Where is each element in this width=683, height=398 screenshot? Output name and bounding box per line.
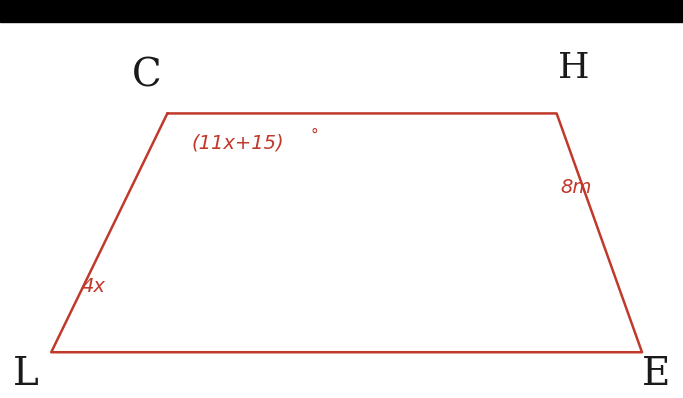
- Text: (11x+15): (11x+15): [191, 134, 284, 153]
- Text: 8m: 8m: [560, 178, 591, 197]
- Text: °: °: [311, 128, 318, 143]
- Text: C: C: [132, 57, 162, 94]
- Text: 4x: 4x: [82, 277, 106, 296]
- Text: E: E: [641, 356, 670, 392]
- Text: H: H: [558, 51, 589, 85]
- Text: L: L: [13, 356, 39, 392]
- Bar: [0, 0, 683, 22]
